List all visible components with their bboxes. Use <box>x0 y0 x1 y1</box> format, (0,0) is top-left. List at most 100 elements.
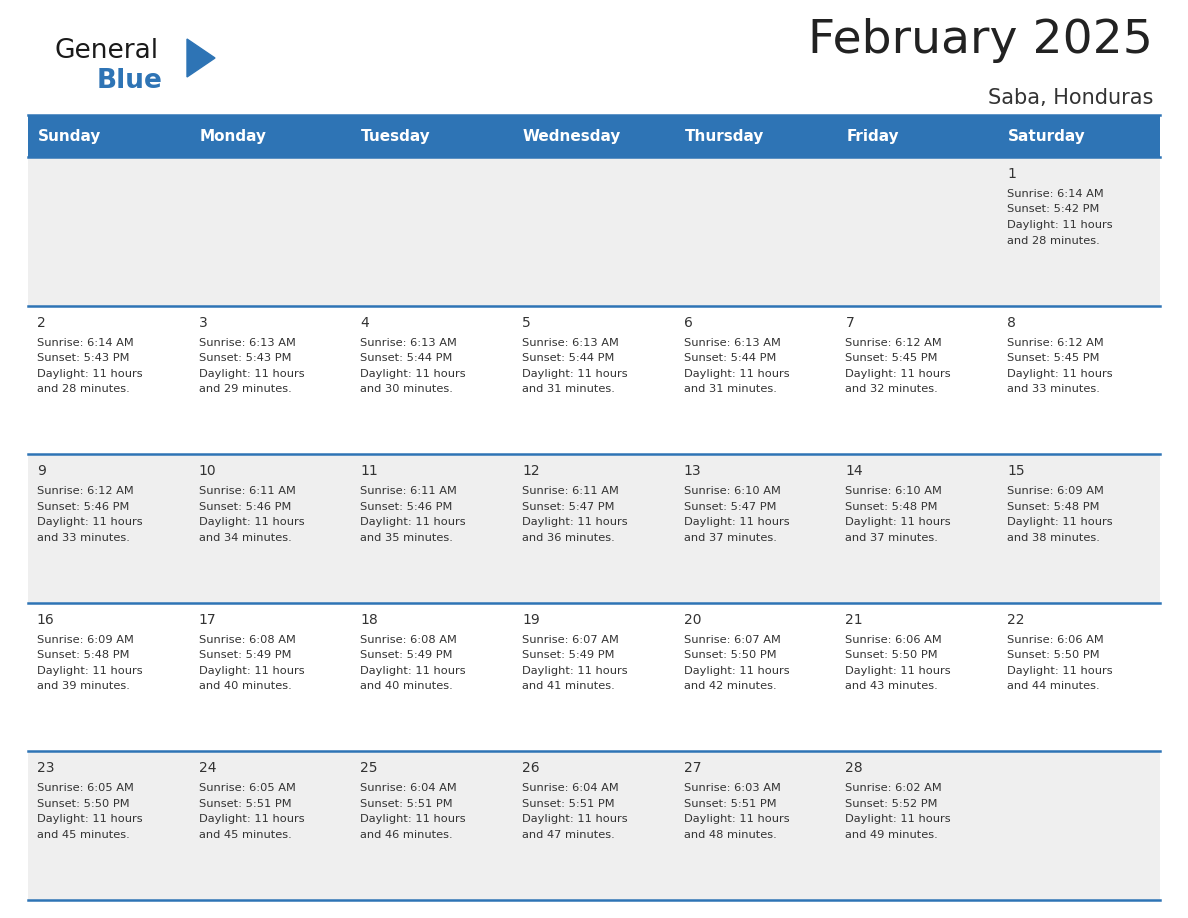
Text: Sunday: Sunday <box>38 129 101 143</box>
Text: 27: 27 <box>684 761 701 776</box>
Text: Daylight: 11 hours: Daylight: 11 hours <box>522 666 627 676</box>
Text: 6: 6 <box>684 316 693 330</box>
Text: Sunset: 5:49 PM: Sunset: 5:49 PM <box>522 650 614 660</box>
Text: 7: 7 <box>846 316 854 330</box>
Text: Sunrise: 6:12 AM: Sunrise: 6:12 AM <box>37 487 133 497</box>
Text: Monday: Monday <box>200 129 266 143</box>
Text: Sunset: 5:45 PM: Sunset: 5:45 PM <box>846 353 939 364</box>
Text: 1: 1 <box>1007 167 1016 181</box>
Bar <box>998 115 1159 157</box>
Text: Daylight: 11 hours: Daylight: 11 hours <box>360 666 466 676</box>
Bar <box>352 454 513 603</box>
Text: Sunset: 5:48 PM: Sunset: 5:48 PM <box>37 650 129 660</box>
Bar <box>513 157 675 306</box>
Text: Sunrise: 6:11 AM: Sunrise: 6:11 AM <box>198 487 296 497</box>
Text: and 42 minutes.: and 42 minutes. <box>684 681 777 691</box>
Text: and 44 minutes.: and 44 minutes. <box>1007 681 1100 691</box>
Bar <box>675 454 836 603</box>
Text: and 36 minutes.: and 36 minutes. <box>522 532 614 543</box>
Text: 13: 13 <box>684 465 701 478</box>
Text: Sunset: 5:48 PM: Sunset: 5:48 PM <box>846 502 939 511</box>
Text: and 46 minutes.: and 46 minutes. <box>360 830 453 840</box>
Text: Sunset: 5:51 PM: Sunset: 5:51 PM <box>684 799 777 809</box>
Text: 22: 22 <box>1007 613 1025 627</box>
Text: and 28 minutes.: and 28 minutes. <box>37 384 129 394</box>
Text: 15: 15 <box>1007 465 1025 478</box>
Text: Sunset: 5:49 PM: Sunset: 5:49 PM <box>360 650 453 660</box>
Text: Sunrise: 6:04 AM: Sunrise: 6:04 AM <box>522 783 619 793</box>
Text: and 28 minutes.: and 28 minutes. <box>1007 236 1100 245</box>
Text: and 31 minutes.: and 31 minutes. <box>684 384 777 394</box>
Text: Sunrise: 6:08 AM: Sunrise: 6:08 AM <box>198 635 296 644</box>
Bar <box>190 752 352 900</box>
Text: Sunrise: 6:13 AM: Sunrise: 6:13 AM <box>522 338 619 348</box>
Bar <box>29 454 190 603</box>
Bar <box>675 115 836 157</box>
Text: Sunrise: 6:11 AM: Sunrise: 6:11 AM <box>360 487 457 497</box>
Text: Sunrise: 6:12 AM: Sunrise: 6:12 AM <box>1007 338 1104 348</box>
Bar <box>513 752 675 900</box>
Text: Daylight: 11 hours: Daylight: 11 hours <box>198 814 304 824</box>
Text: Sunset: 5:50 PM: Sunset: 5:50 PM <box>846 650 939 660</box>
Bar <box>29 752 190 900</box>
Text: Daylight: 11 hours: Daylight: 11 hours <box>37 369 143 378</box>
Bar <box>836 603 998 752</box>
Text: and 31 minutes.: and 31 minutes. <box>522 384 615 394</box>
Text: Daylight: 11 hours: Daylight: 11 hours <box>37 814 143 824</box>
Text: General: General <box>55 38 159 64</box>
Text: Sunset: 5:51 PM: Sunset: 5:51 PM <box>360 799 453 809</box>
Text: Daylight: 11 hours: Daylight: 11 hours <box>360 369 466 378</box>
Text: and 29 minutes.: and 29 minutes. <box>198 384 291 394</box>
Text: Sunrise: 6:13 AM: Sunrise: 6:13 AM <box>198 338 296 348</box>
Text: and 39 minutes.: and 39 minutes. <box>37 681 129 691</box>
Text: Daylight: 11 hours: Daylight: 11 hours <box>198 517 304 527</box>
Text: 3: 3 <box>198 316 208 330</box>
Text: Sunset: 5:44 PM: Sunset: 5:44 PM <box>360 353 453 364</box>
Text: Sunset: 5:51 PM: Sunset: 5:51 PM <box>198 799 291 809</box>
Bar <box>352 603 513 752</box>
Text: Sunrise: 6:14 AM: Sunrise: 6:14 AM <box>37 338 133 348</box>
Text: 16: 16 <box>37 613 55 627</box>
Text: 5: 5 <box>522 316 531 330</box>
Text: and 34 minutes.: and 34 minutes. <box>198 532 291 543</box>
Text: and 45 minutes.: and 45 minutes. <box>37 830 129 840</box>
Text: Sunset: 5:47 PM: Sunset: 5:47 PM <box>684 502 776 511</box>
Text: 4: 4 <box>360 316 369 330</box>
Text: 19: 19 <box>522 613 539 627</box>
Text: Sunrise: 6:07 AM: Sunrise: 6:07 AM <box>522 635 619 644</box>
Text: Daylight: 11 hours: Daylight: 11 hours <box>1007 369 1113 378</box>
Text: Sunset: 5:47 PM: Sunset: 5:47 PM <box>522 502 614 511</box>
Bar <box>836 454 998 603</box>
Text: and 33 minutes.: and 33 minutes. <box>37 532 129 543</box>
Text: and 33 minutes.: and 33 minutes. <box>1007 384 1100 394</box>
Text: 21: 21 <box>846 613 864 627</box>
Text: Daylight: 11 hours: Daylight: 11 hours <box>360 517 466 527</box>
Text: and 38 minutes.: and 38 minutes. <box>1007 532 1100 543</box>
Text: Sunrise: 6:03 AM: Sunrise: 6:03 AM <box>684 783 781 793</box>
Text: 28: 28 <box>846 761 864 776</box>
Text: Daylight: 11 hours: Daylight: 11 hours <box>522 814 627 824</box>
Text: and 43 minutes.: and 43 minutes. <box>846 681 939 691</box>
Text: and 30 minutes.: and 30 minutes. <box>360 384 453 394</box>
Text: Sunrise: 6:12 AM: Sunrise: 6:12 AM <box>846 338 942 348</box>
Text: and 47 minutes.: and 47 minutes. <box>522 830 614 840</box>
Bar <box>836 157 998 306</box>
Bar <box>675 603 836 752</box>
Text: Sunrise: 6:08 AM: Sunrise: 6:08 AM <box>360 635 457 644</box>
Bar <box>675 752 836 900</box>
Bar <box>836 306 998 454</box>
Text: Saturday: Saturday <box>1007 129 1086 143</box>
Text: and 45 minutes.: and 45 minutes. <box>198 830 291 840</box>
Text: Sunrise: 6:04 AM: Sunrise: 6:04 AM <box>360 783 457 793</box>
Bar <box>513 115 675 157</box>
Text: Daylight: 11 hours: Daylight: 11 hours <box>198 369 304 378</box>
Text: Sunrise: 6:14 AM: Sunrise: 6:14 AM <box>1007 189 1104 199</box>
Text: and 49 minutes.: and 49 minutes. <box>846 830 939 840</box>
Bar <box>513 603 675 752</box>
Text: Tuesday: Tuesday <box>361 129 431 143</box>
Text: 20: 20 <box>684 613 701 627</box>
Text: Sunset: 5:52 PM: Sunset: 5:52 PM <box>846 799 939 809</box>
Bar <box>190 306 352 454</box>
Text: Sunrise: 6:05 AM: Sunrise: 6:05 AM <box>198 783 296 793</box>
Text: Wednesday: Wednesday <box>523 129 621 143</box>
